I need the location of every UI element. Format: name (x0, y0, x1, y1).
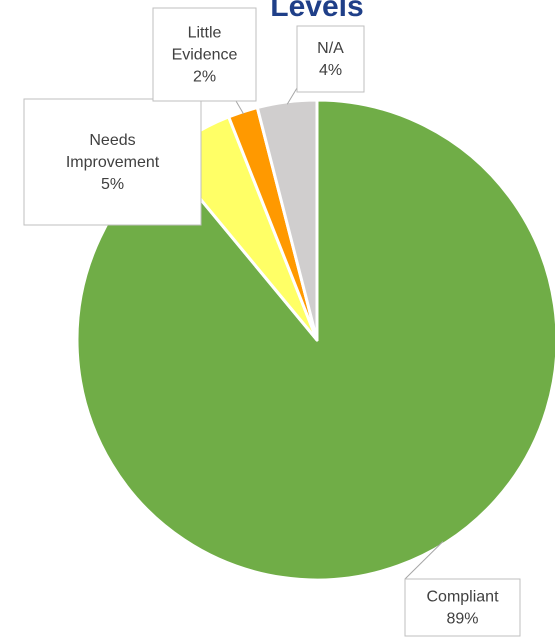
data-label-category: Evidence (172, 47, 238, 64)
data-label-value: 4% (319, 62, 342, 79)
data-label-category: Needs (89, 132, 135, 149)
data-label-value: 89% (446, 611, 478, 628)
data-label-value: 5% (101, 176, 124, 193)
chart-title: Levels (270, 0, 363, 23)
data-label-value: 2% (193, 69, 216, 86)
data-label-category: Improvement (66, 154, 160, 171)
data-label-category: Little (188, 25, 222, 42)
data-label-category: Compliant (426, 589, 499, 606)
data-label-box (297, 26, 364, 92)
data-label-category: N/A (317, 40, 344, 57)
data-label-little-evidence: Little Evidence 2% (153, 8, 256, 101)
data-label-n-a: N/A 4% (297, 26, 364, 92)
data-label-needs-improvement: Needs Improvement 5% (24, 99, 201, 225)
data-label-compliant: Compliant 89% (405, 579, 520, 636)
